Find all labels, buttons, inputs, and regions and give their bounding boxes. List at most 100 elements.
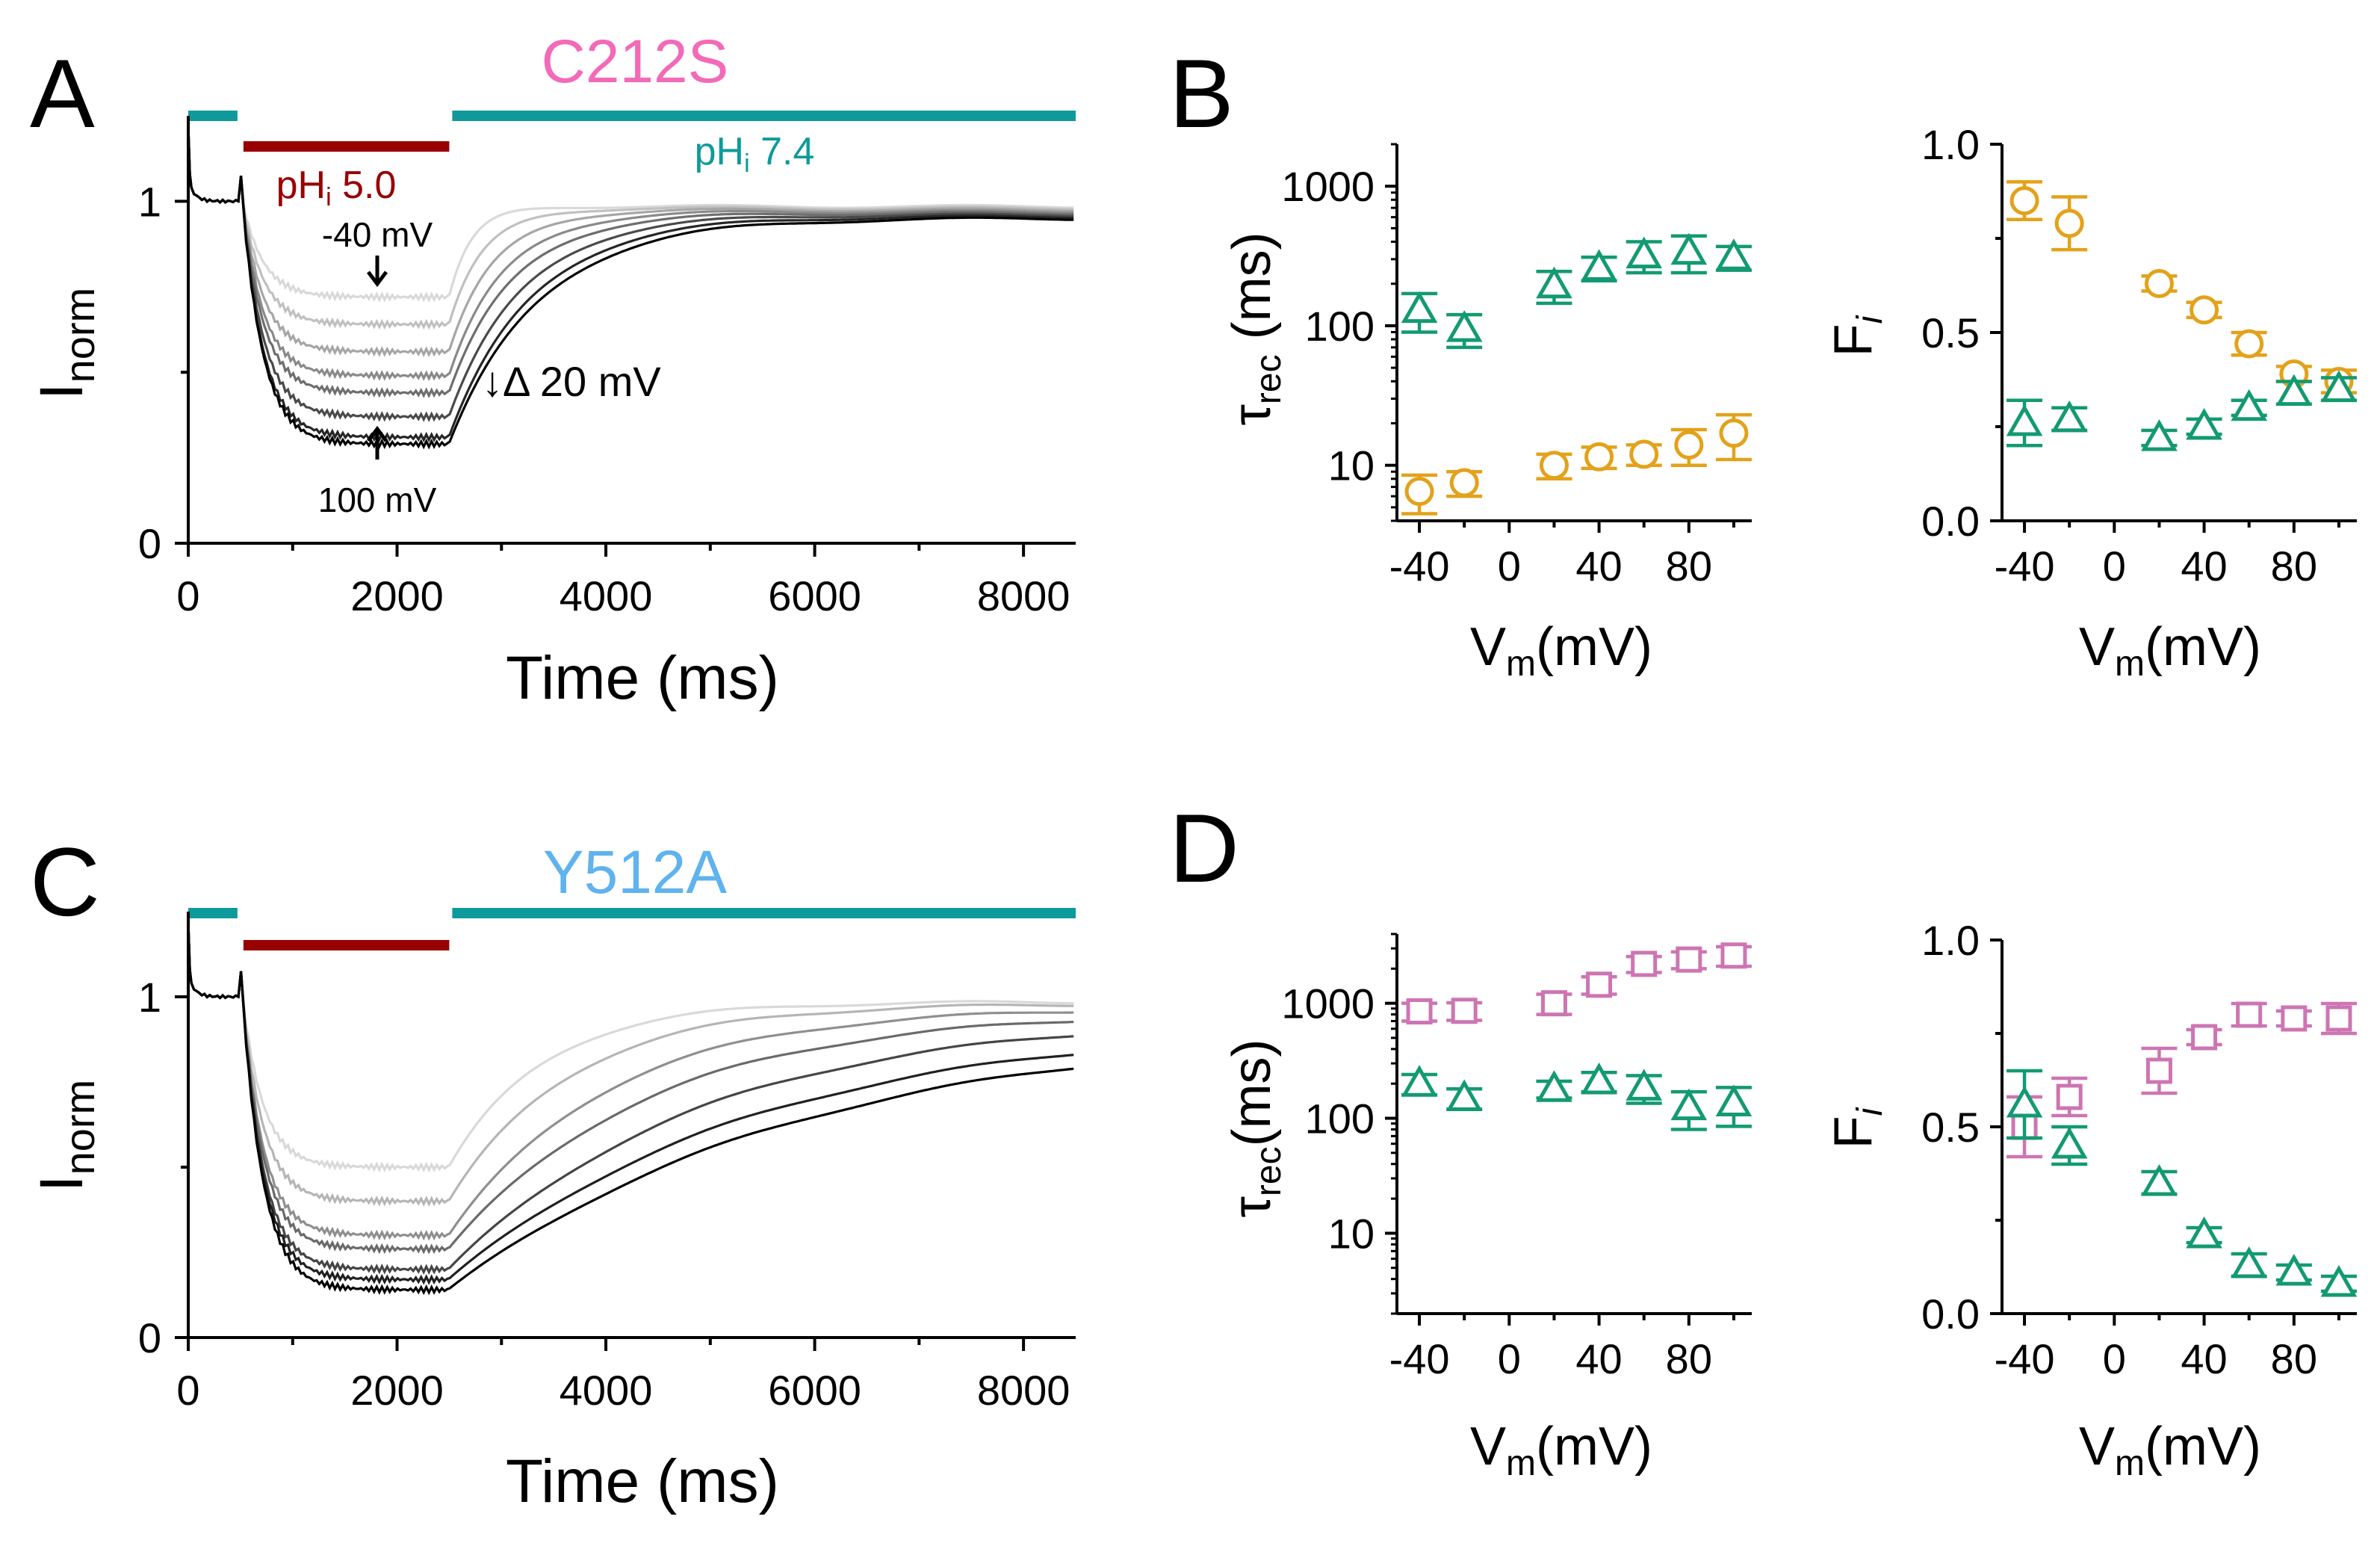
data-point-triangle	[2006, 404, 2043, 436]
x-tick-label: 6000	[768, 572, 861, 619]
data-point-triangle	[1401, 291, 1438, 324]
y-tick-label: 1000	[1281, 163, 1375, 210]
data-point-circle	[1629, 439, 1659, 469]
current-trace	[187, 126, 1074, 382]
y-tick-label: 1.0	[1921, 917, 1980, 964]
x-tick-label: 0	[1498, 1335, 1521, 1382]
y-tick-label: 0.0	[1921, 498, 1980, 545]
y-tick-label: 0.0	[1921, 1290, 1980, 1338]
ph-bars-c	[188, 908, 1076, 950]
data-point-circle	[2009, 186, 2039, 216]
x-tick-label: -40	[1995, 542, 2055, 590]
data-point-triangle	[2141, 1163, 2178, 1196]
current-trace	[187, 921, 1074, 1241]
tau-ylabel-d: τrec(ms)	[1222, 1039, 1289, 1217]
x-tick-label: 2000	[350, 1367, 444, 1414]
x-tick-label: 4000	[560, 572, 653, 619]
data-point-triangle	[1445, 310, 1483, 342]
x-tick-label: 2000	[350, 572, 444, 619]
x-tick-label: 80	[1666, 1335, 1712, 1382]
y-tick-label: 0	[138, 1314, 161, 1361]
current-trace	[187, 921, 1074, 1285]
ph-5-label: pHi 5.0	[276, 164, 397, 211]
vm-xlabel-d-left: Vm(mV)	[1470, 1417, 1652, 1483]
current-trace	[187, 126, 1074, 443]
current-trace	[187, 126, 1074, 358]
data-point-triangle	[2186, 407, 2222, 440]
x-tick-label: 0	[1498, 542, 1521, 590]
x-tick-label: 80	[1666, 542, 1712, 590]
data-point-circle	[2190, 295, 2219, 325]
tau-ylabel-b: τrec (ms)	[1222, 232, 1289, 425]
current-trace	[187, 126, 1074, 398]
y-tick-label: 1	[138, 974, 161, 1021]
x-tick-label: 0	[176, 572, 199, 619]
current-trace	[187, 921, 1074, 1255]
panel-b-tau-plot: -40 0 40 80 10 100 1000 Vm(mV) τrec (ms)	[1222, 143, 1753, 684]
ph-7-4-label: pHi 7.4	[695, 130, 815, 178]
data-point-circle	[1674, 430, 1704, 460]
vm-xlabel-b-right: Vm(mV)	[2079, 617, 2261, 684]
y512a-title: Y512A	[543, 838, 728, 906]
data-point-triangle	[2275, 374, 2313, 406]
data-point-circle	[1584, 442, 1614, 471]
marks-d-left	[1401, 942, 1753, 1131]
vm-xlabel-d-right: Vm(mV)	[2079, 1417, 2261, 1483]
data-point-triangle	[2051, 400, 2088, 433]
current-trace	[187, 921, 1074, 1207]
y-tick-label: 10	[1328, 1210, 1375, 1257]
x-tick-label: -40	[1995, 1335, 2055, 1382]
data-point-triangle	[1670, 1088, 1708, 1121]
data-point-circle	[2144, 268, 2174, 298]
time-xlabel-c: Time (ms)	[506, 1447, 779, 1515]
y-tick-label: 100	[1305, 303, 1375, 350]
data-point-triangle	[1715, 1084, 1753, 1116]
panel-d-fraction-plot: -40 0 40 80 0.0 0.5 1.0 Vm(mV) Fi	[1823, 917, 2358, 1483]
data-point-triangle	[1670, 232, 1708, 265]
data-point-circle	[1719, 418, 1749, 448]
annot-bottom-voltage: 100 mV	[318, 480, 437, 519]
data-point-square	[2236, 1001, 2263, 1028]
x-tick-label: 8000	[977, 1367, 1070, 1414]
axes-d-right: -40 0 40 80 0.0 0.5 1.0	[1921, 917, 2357, 1382]
axes-d-left: -40 0 40 80 10 100 1000	[1281, 933, 1752, 1382]
marks-d-right	[2006, 1001, 2358, 1297]
fi-ylabel-b: Fi	[1823, 315, 1890, 356]
data-point-square	[2145, 1057, 2172, 1084]
data-point-triangle	[2320, 370, 2358, 403]
panel-letter-d: D	[1169, 794, 1239, 903]
current-trace	[187, 126, 1074, 450]
x-tick-label: 8000	[977, 572, 1070, 619]
data-point-triangle	[1401, 1065, 1438, 1097]
x-tick-label: 0	[2103, 1335, 2126, 1382]
data-point-triangle	[2275, 1253, 2313, 1286]
inorm-ylabel-a: Inorm	[28, 288, 103, 400]
panel-a-current-traces: C212S pHi 5.0 pHi 7.4 0 2000 4000 6000 80000…	[28, 28, 1076, 712]
y-tick-label: 1.0	[1921, 121, 1980, 168]
current-trace	[187, 921, 1074, 1296]
y-tick-label: 1	[138, 178, 161, 225]
data-point-triangle	[2320, 1264, 2358, 1297]
time-xlabel-a: Time (ms)	[506, 644, 779, 712]
data-point-triangle	[1445, 1079, 1483, 1111]
data-point-square	[1676, 946, 1702, 973]
x-tick-label: 40	[1575, 542, 1622, 590]
x-tick-label: 6000	[768, 1367, 861, 1414]
panel-d-tau-plot: -40 0 40 80 10 100 1000 Vm(mV) τrec(ms)	[1222, 933, 1753, 1483]
x-tick-label: -40	[1389, 542, 1450, 590]
data-point-square	[1631, 950, 1658, 977]
data-point-circle	[1449, 468, 1479, 498]
panel-c-current-traces: Y512A 0 2000 4000 6000 8000 0 1 Time (ms) Inor…	[28, 838, 1076, 1515]
vm-xlabel-b-left: Vm(mV)	[1470, 617, 1652, 684]
data-point-triangle	[2186, 1216, 2222, 1249]
panel-letter-b: B	[1169, 39, 1234, 148]
y-tick-label: 0.5	[1921, 1104, 1980, 1151]
annot-top-voltage: -40 mV	[322, 215, 433, 254]
current-trace	[187, 126, 1074, 330]
y-tick-label: 10	[1328, 442, 1375, 489]
c212s-title: C212S	[542, 28, 729, 96]
current-trace	[187, 126, 1074, 303]
ph-bars-a	[188, 111, 1076, 152]
data-point-circle	[2054, 208, 2084, 238]
